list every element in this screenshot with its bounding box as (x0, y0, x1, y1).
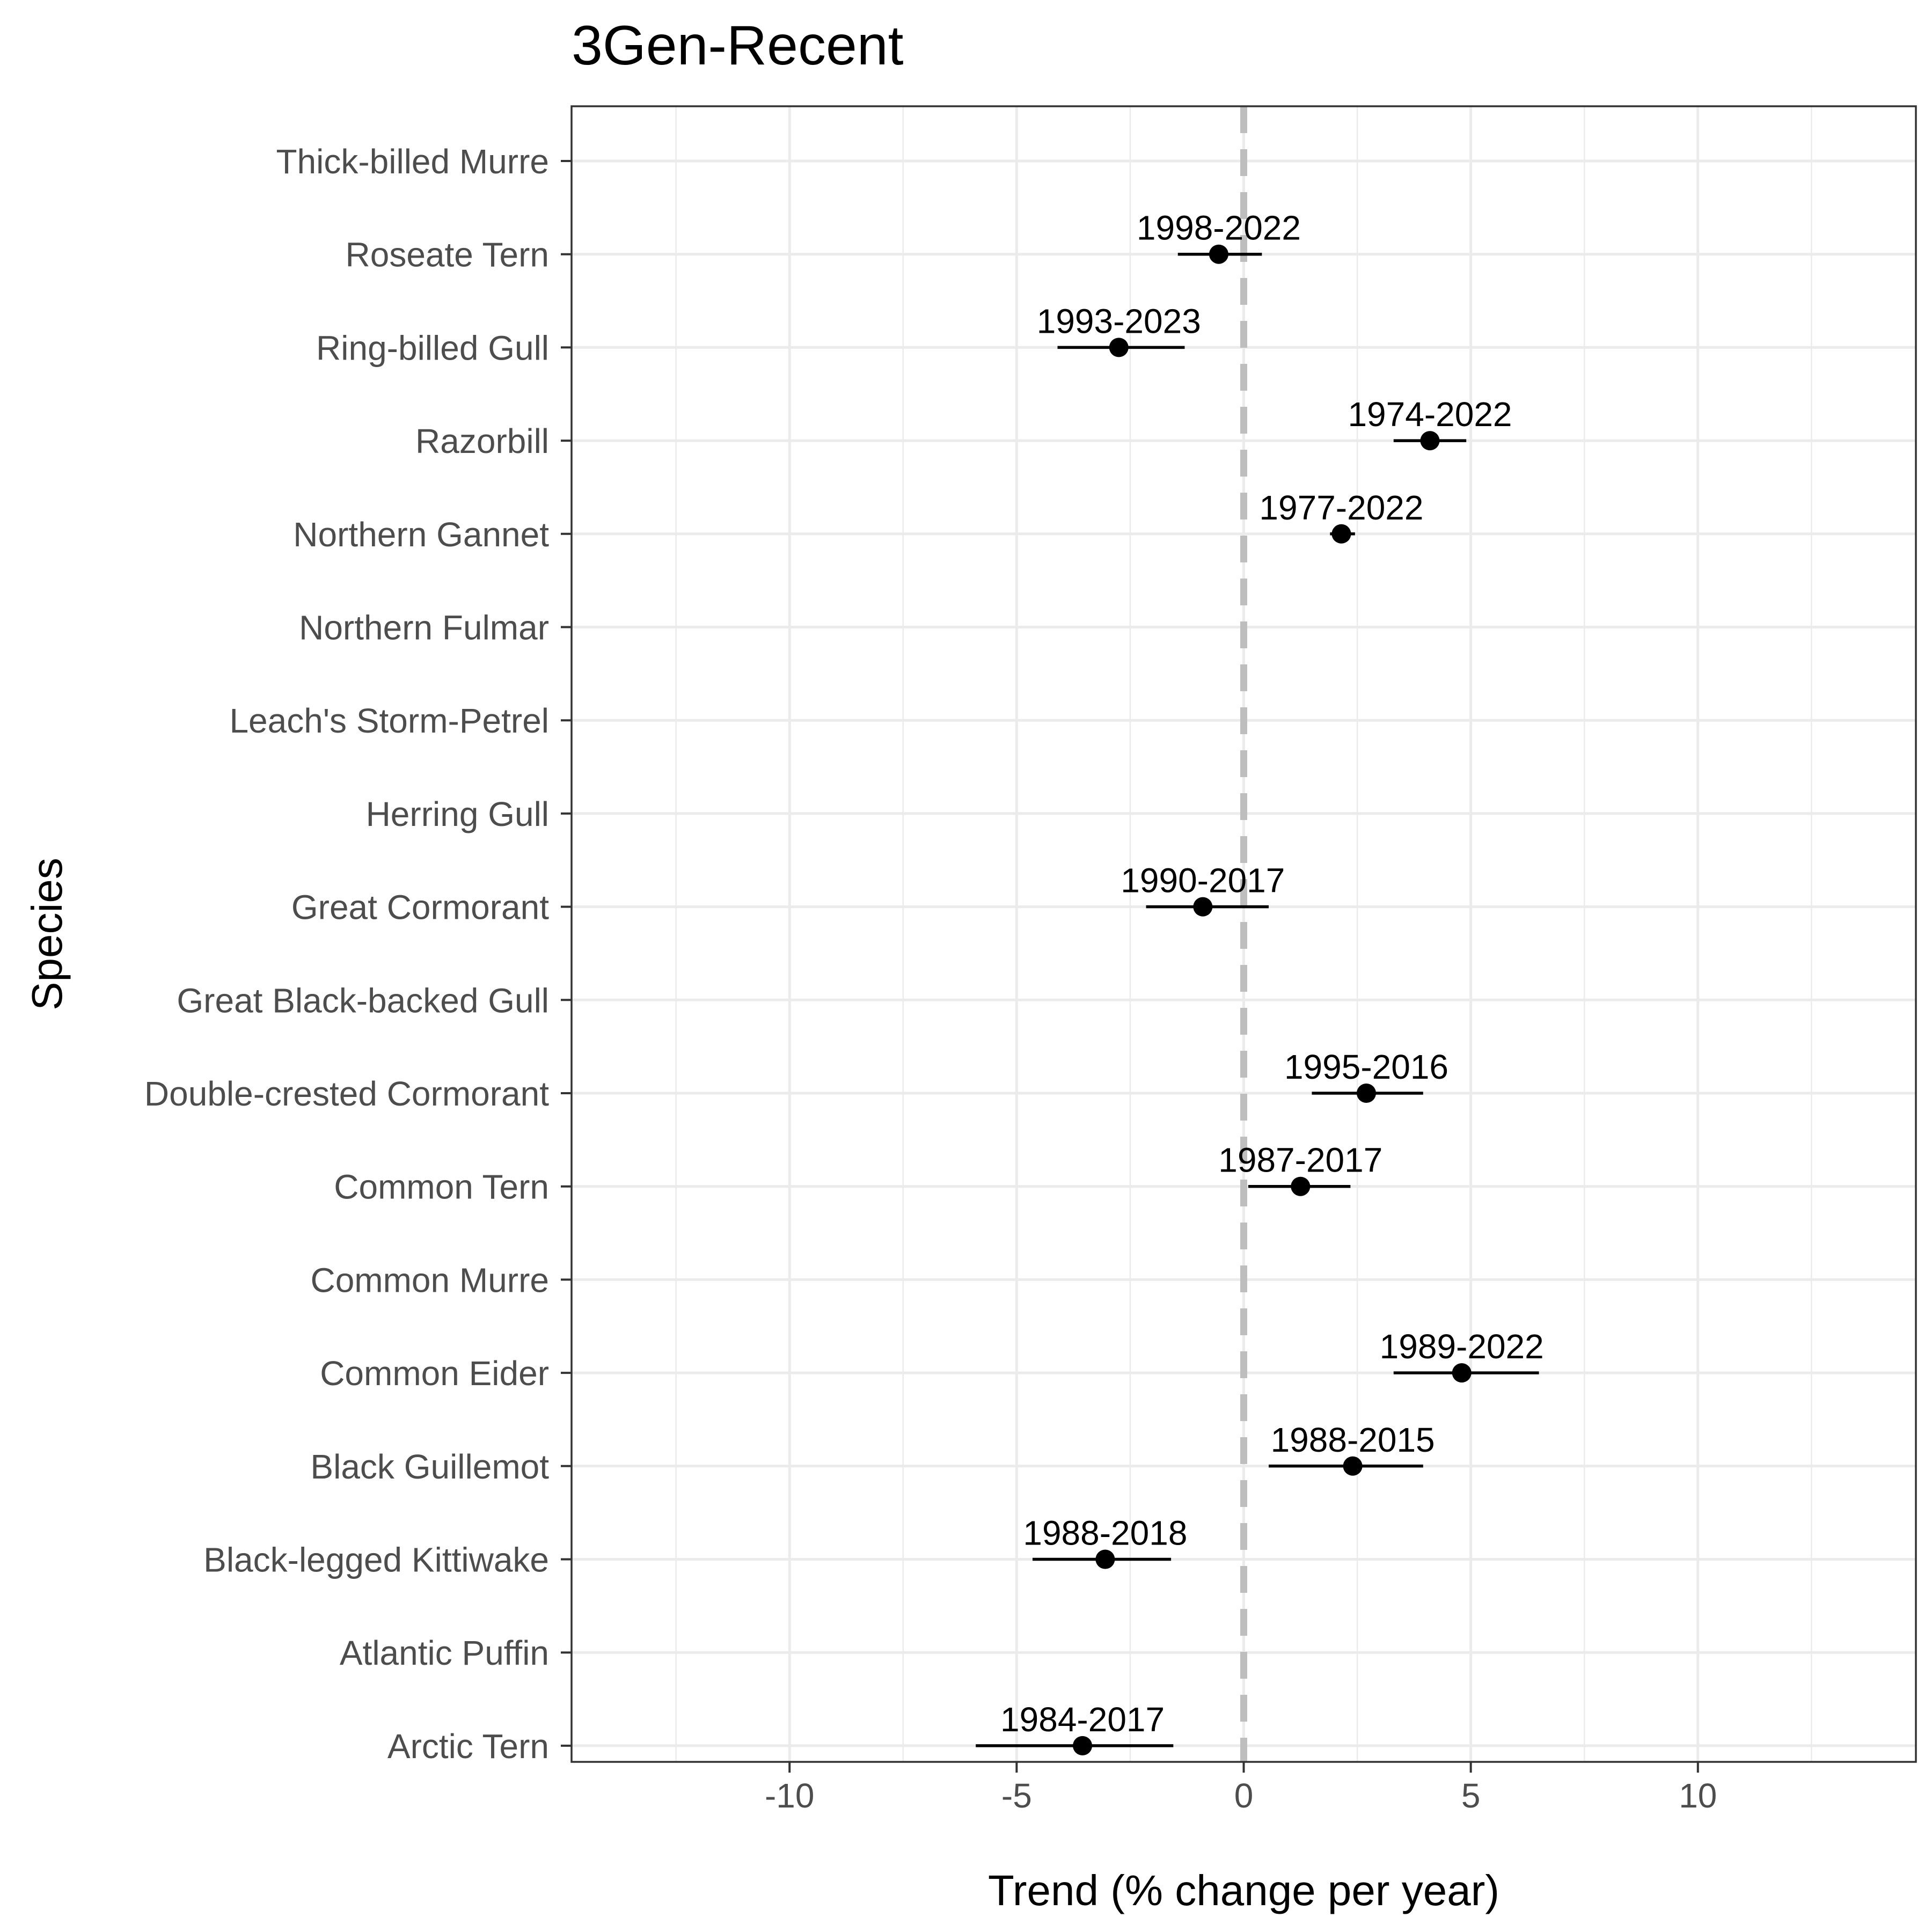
y-tick-label: Roseate Tern (346, 236, 550, 274)
period-label: 1977-2022 (1259, 488, 1423, 527)
period-label: 1988-2018 (1023, 1514, 1187, 1553)
x-tick-label: -5 (1001, 1776, 1032, 1815)
period-label: 1998-2022 (1137, 209, 1301, 247)
period-label: 1990-2017 (1121, 861, 1285, 900)
y-tick-label: Northern Fulmar (299, 609, 549, 647)
x-tick-label: 10 (1679, 1776, 1717, 1815)
y-axis: Thick-billed Murre Roseate Tern Ring-bille… (144, 142, 572, 1766)
x-tick-label: -10 (765, 1776, 815, 1815)
x-tick-label: 0 (1234, 1776, 1254, 1815)
y-tick-label: Leach's Storm-Petrel (229, 701, 549, 740)
x-axis-title: Trend (% change per year) (988, 1867, 1499, 1914)
y-tick-label: Common Tern (334, 1168, 549, 1206)
y-tick-label: Northern Gannet (293, 515, 549, 554)
y-tick-label: Black Guillemot (310, 1447, 549, 1486)
x-axis: -10 -5 0 5 10 (765, 1762, 1717, 1815)
period-label: 1988-2015 (1271, 1421, 1435, 1459)
period-label: 1987-2017 (1218, 1141, 1382, 1180)
y-tick-label: Herring Gull (366, 795, 549, 833)
y-axis-title: Species (23, 858, 71, 1011)
y-tick-label: Razorbill (415, 422, 549, 460)
period-label: 1995-2016 (1284, 1048, 1448, 1086)
trend-point (1291, 1176, 1311, 1196)
period-label: 1984-2017 (1000, 1700, 1165, 1739)
chart-title: 3Gen-Recent (572, 14, 904, 77)
y-tick-label: Great Black-backed Gull (177, 981, 549, 1020)
trend-point (1073, 1736, 1093, 1755)
y-tick-label: Black-legged Kittiwake (203, 1541, 549, 1579)
y-tick-label: Ring-billed Gull (316, 328, 549, 367)
trend-point (1343, 1456, 1363, 1476)
trend-point (1209, 244, 1228, 264)
y-tick-label: Double-crested Cormorant (144, 1074, 549, 1113)
y-tick-label: Common Murre (310, 1261, 549, 1299)
trend-point (1109, 338, 1129, 357)
period-label: 1974-2022 (1348, 395, 1512, 434)
trend-point (1331, 524, 1351, 544)
trend-point (1420, 431, 1440, 451)
x-tick-label: 5 (1461, 1776, 1481, 1815)
data-marks: 1998-2022 1993-2023 1974-2022 1977-2022 1990… (976, 209, 1544, 1755)
y-tick-label: Great Cormorant (291, 888, 549, 927)
trend-point (1356, 1084, 1376, 1103)
trend-point (1095, 1549, 1115, 1569)
y-tick-label: Common Eider (320, 1354, 549, 1393)
y-tick-label: Thick-billed Murre (276, 142, 549, 181)
trend-point (1193, 897, 1213, 917)
period-label: 1989-2022 (1380, 1327, 1544, 1366)
period-label: 1993-2023 (1037, 302, 1201, 340)
y-tick-label: Atlantic Puffin (340, 1634, 549, 1672)
y-tick-label: Arctic Tern (387, 1727, 549, 1766)
trend-point (1452, 1363, 1472, 1383)
